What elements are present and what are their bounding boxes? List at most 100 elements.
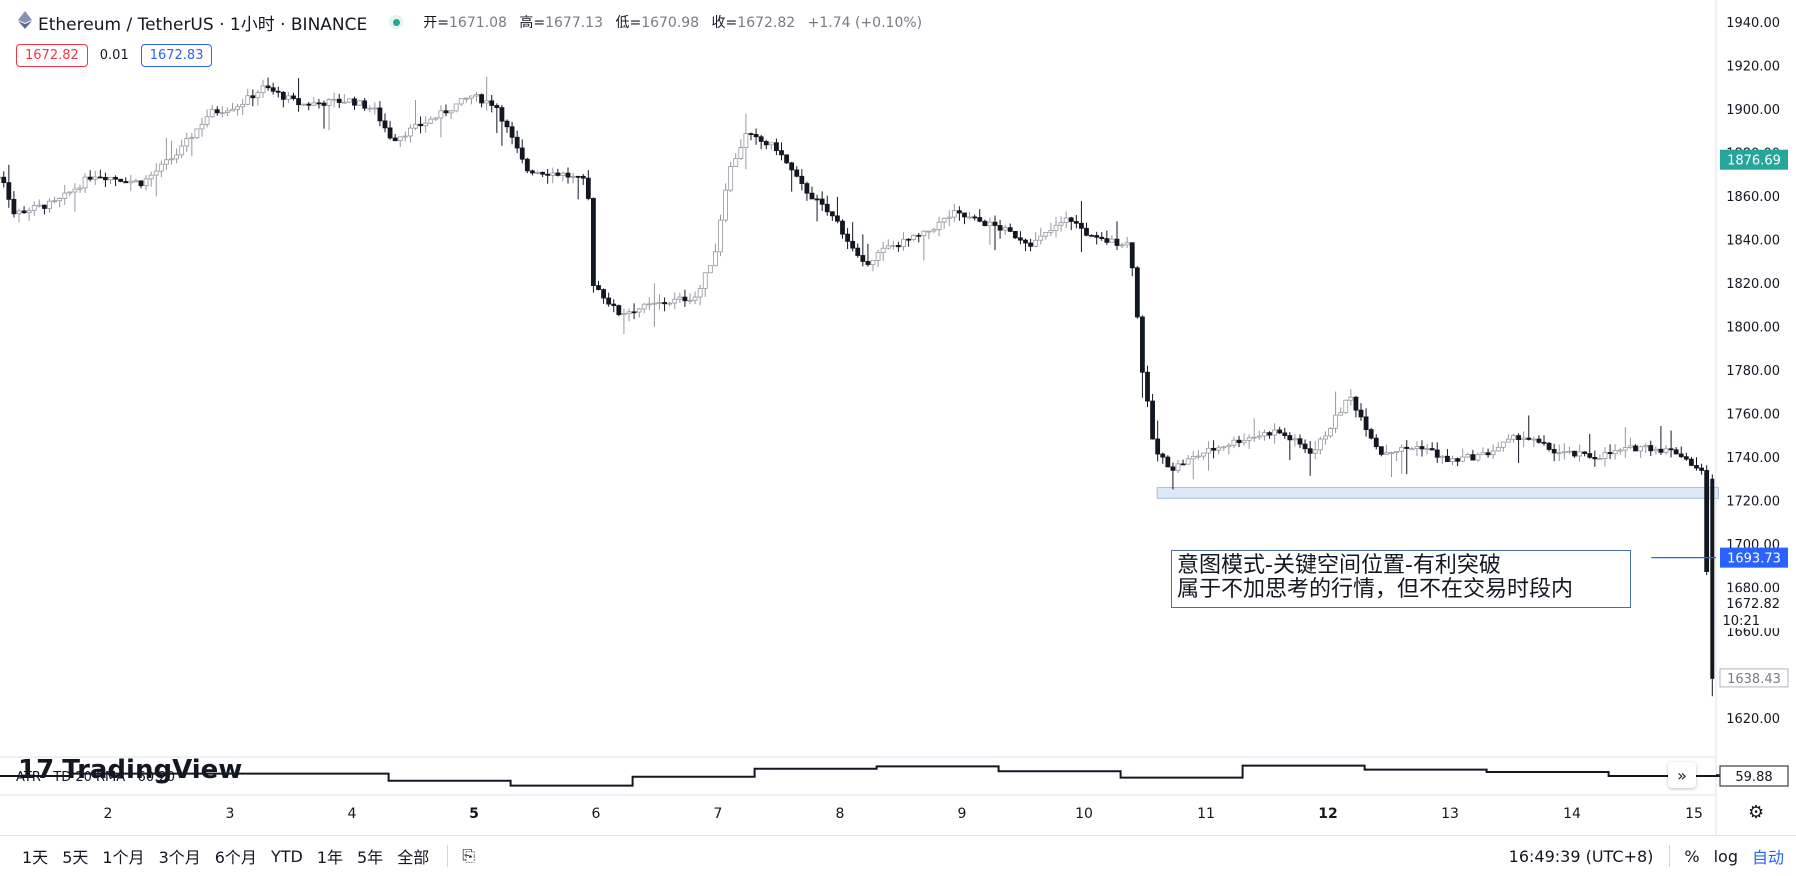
candle-body	[611, 303, 617, 306]
candle-body	[1582, 451, 1588, 454]
candle-body	[1450, 458, 1455, 463]
candle-body	[1312, 449, 1318, 454]
candle-body	[1414, 446, 1420, 449]
candle-body	[1704, 470, 1710, 573]
candle-body	[962, 212, 967, 218]
candle-body	[433, 117, 439, 120]
candle-body	[209, 109, 215, 118]
candle-body	[169, 158, 174, 161]
candle-body	[1694, 465, 1699, 469]
candle-body	[1394, 450, 1399, 454]
candle-body	[845, 233, 850, 242]
candle-body	[113, 176, 118, 180]
range-5y[interactable]: 5年	[357, 848, 384, 867]
candle-body	[1287, 435, 1293, 441]
candle-body	[1180, 463, 1186, 466]
candle-body	[784, 154, 789, 164]
current-price-label: 1672.82	[1726, 597, 1780, 612]
x-tick-label: 6	[592, 806, 601, 822]
candle-body	[591, 198, 596, 286]
candle-body	[616, 305, 622, 316]
candle-body	[519, 147, 525, 160]
candle-body	[367, 107, 373, 110]
range-3m[interactable]: 3个月	[158, 848, 201, 867]
close-value: 1672.82	[737, 15, 796, 31]
candle-body	[540, 171, 545, 175]
candle-body	[865, 261, 871, 265]
candle-body	[1185, 458, 1191, 465]
range-all[interactable]: 全部	[397, 848, 430, 867]
candle-body	[1465, 454, 1471, 458]
settings-gear-icon[interactable]: ⚙	[1748, 802, 1765, 823]
candle-body	[1018, 237, 1023, 241]
indicator-label[interactable]: ATR · TD 20 RMA · 60:20	[16, 770, 176, 785]
candle-body	[733, 158, 739, 167]
candle-body	[1658, 448, 1664, 453]
candle-body	[1500, 441, 1506, 448]
candle-body	[682, 296, 688, 302]
candle-body	[1577, 451, 1582, 457]
candle-body	[316, 102, 322, 105]
auto-scale-toggle[interactable]: 自动	[1751, 848, 1784, 867]
candle-body	[1602, 452, 1608, 459]
candle-body	[662, 302, 667, 305]
candle-body	[128, 180, 134, 184]
clock-time[interactable]: 16:49:39 (UTC+8)	[1508, 846, 1654, 866]
log-scale-toggle[interactable]: log	[1713, 846, 1738, 866]
candle-body	[1272, 429, 1277, 436]
range-1d[interactable]: 1天	[22, 848, 49, 867]
candle-body	[840, 220, 845, 235]
annotation-line-1: 意图模式-关键空间位置-有利突破	[1177, 553, 1501, 578]
candle-body	[47, 200, 52, 209]
candle-body	[397, 136, 403, 142]
candle-body	[911, 234, 917, 240]
candle-body	[1668, 448, 1674, 451]
candle-body	[565, 172, 571, 178]
candle-body	[921, 230, 927, 236]
candle-body	[1526, 437, 1532, 440]
candle-body	[748, 133, 754, 135]
range-5d[interactable]: 5天	[62, 848, 89, 867]
candle-body	[474, 94, 479, 97]
candle-body	[1206, 447, 1211, 454]
candle-body	[1485, 452, 1491, 456]
candle-body	[1592, 456, 1598, 460]
candle-body	[428, 118, 434, 124]
scroll-to-realtime-button[interactable]: »	[1668, 762, 1696, 788]
sell-button[interactable]: 1672.82	[16, 44, 88, 67]
candle-body	[453, 103, 459, 112]
candle-body	[1531, 438, 1537, 441]
last-price-label: 1876.69	[1727, 154, 1781, 169]
go-to-date-icon[interactable]: ⎘	[462, 846, 476, 865]
toolbar-divider	[447, 845, 449, 867]
range-1m[interactable]: 1个月	[102, 848, 145, 867]
candle-body	[936, 221, 942, 231]
candle-body	[1561, 451, 1567, 454]
candle-body	[1556, 452, 1562, 455]
candle-body	[926, 230, 932, 233]
candle-body	[819, 198, 825, 205]
bar-countdown: 10:21	[1723, 614, 1760, 629]
candle-body	[1541, 441, 1547, 444]
percent-scale-toggle[interactable]: %	[1684, 846, 1700, 866]
candle-body	[636, 308, 642, 313]
candle-body	[977, 217, 983, 222]
candle-body	[1058, 222, 1064, 226]
y-tick-label: 1800.00	[1726, 321, 1780, 336]
candle-body	[641, 303, 647, 310]
candle-body	[707, 265, 713, 274]
range-6m[interactable]: 6个月	[214, 848, 257, 867]
low-price-badge	[1719, 668, 1789, 688]
candle-body	[306, 103, 312, 106]
candle-body	[1084, 227, 1089, 236]
buy-button[interactable]: 1672.83	[140, 44, 213, 67]
market-status-icon[interactable]	[389, 15, 404, 29]
candle-body	[1521, 437, 1527, 441]
candle-body	[1689, 458, 1694, 466]
range-ytd[interactable]: YTD	[270, 846, 303, 866]
range-1y[interactable]: 1年	[316, 848, 343, 867]
text-annotation[interactable]: 意图模式-关键空间位置-有利突破 属于不加思考的行情，但不在交易时段内	[1171, 550, 1631, 608]
symbol-title[interactable]: Ethereum / TetherUS · 1小时 · BINANCE	[38, 14, 368, 35]
candle-body	[448, 110, 454, 114]
